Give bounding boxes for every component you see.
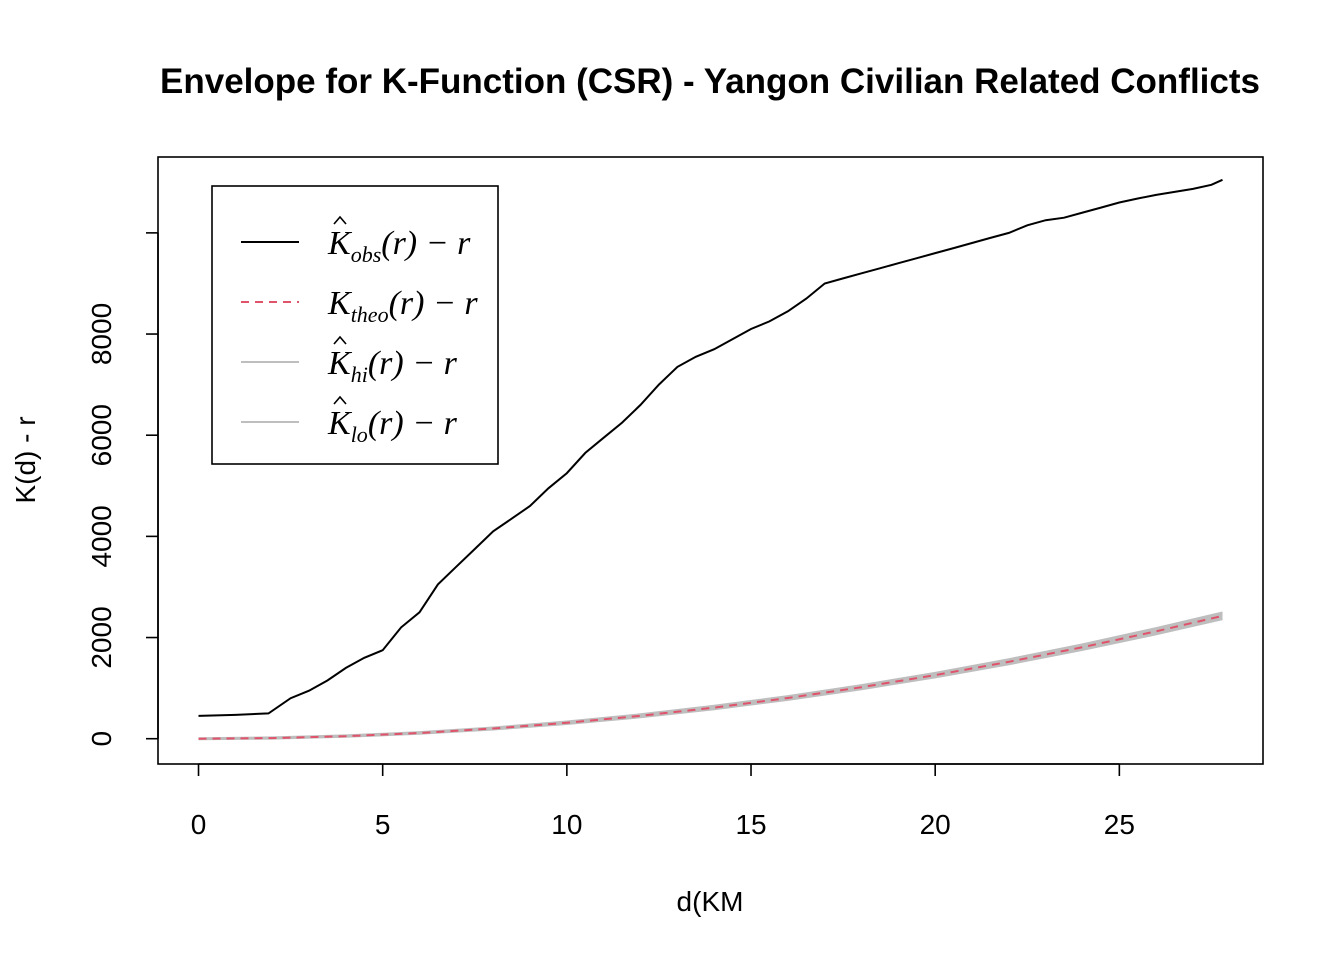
legend-main: K [327,285,353,322]
hat-icon [333,395,347,405]
legend-main: K [327,225,353,262]
legend-rest: (r) − r [389,285,479,322]
series-lo-line [198,618,1223,741]
series-obs-line [198,178,1223,717]
chart-title: Envelope for K-Function (CSR) - Yangon C… [160,62,1260,101]
x-tick-label: 10 [551,809,582,840]
legend-sub: hi [351,362,368,387]
legend-rest: (r) − r [368,405,458,442]
legend-box [211,185,499,465]
legend-label-theo: Ktheo(r) − r [327,285,478,327]
legend-label-hi: Khi(r) − r [327,345,458,387]
x-axis-label: d(KM [677,886,744,917]
plot-series [198,178,1223,741]
hat-icon [333,215,347,225]
legend-rest: (r) − r [381,225,471,262]
x-tick-label: 0 [191,809,207,840]
envelope-band [198,612,1223,740]
series-hi-line [198,611,1223,740]
legend-main: K [327,345,353,382]
x-axis: 0 5 10 15 20 25 [191,763,1135,840]
legend-label-obs: Kobs(r) − r [327,225,471,267]
y-tick-label: 0 [86,731,117,747]
y-tick-label: 8000 [86,303,117,365]
x-tick-label: 25 [1104,809,1135,840]
legend-main: K [327,405,353,442]
legend-sub: obs [351,242,382,267]
x-tick-label: 5 [375,809,391,840]
legend-sub: lo [351,422,368,447]
y-axis: 0 2000 4000 6000 8000 [86,232,159,747]
legend-label-lo: Klo(r) − r [327,405,458,447]
x-tick-label: 15 [735,809,766,840]
series-theo-line [198,614,1223,740]
y-axis-label: K(d) - r [10,416,41,503]
hat-icon [333,335,347,345]
y-tick-label: 2000 [86,606,117,668]
legend-rest: (r) − r [368,345,458,382]
y-tick-label: 6000 [86,404,117,466]
x-tick-label: 20 [920,809,951,840]
legend-sub: theo [351,302,389,327]
y-tick-label: 4000 [86,505,117,567]
